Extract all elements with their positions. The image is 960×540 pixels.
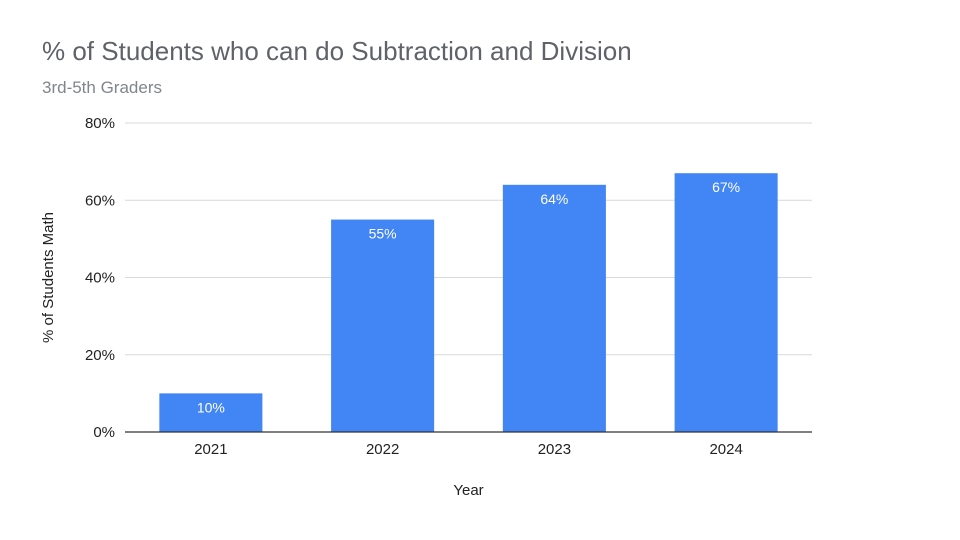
data-label: 55% xyxy=(369,226,397,242)
chart-subtitle: 3rd-5th Graders xyxy=(42,78,162,97)
data-label: 64% xyxy=(540,191,568,207)
data-label: 67% xyxy=(712,179,740,195)
y-tick-label: 80% xyxy=(85,115,115,132)
data-label: 10% xyxy=(197,399,225,415)
y-axis-title: % of Students Math xyxy=(40,212,57,343)
bar-2024 xyxy=(674,173,778,432)
y-tick-label: 60% xyxy=(85,192,115,209)
bar-2023 xyxy=(502,184,606,432)
bar-2021 xyxy=(159,393,263,432)
x-tick-label: 2022 xyxy=(366,441,399,458)
x-tick-label: 2023 xyxy=(538,441,571,458)
y-tick-label: 40% xyxy=(85,270,115,287)
y-tick-label: 20% xyxy=(85,347,115,364)
x-axis-title: Year xyxy=(453,482,483,499)
chart-title: % of Students who can do Subtraction and… xyxy=(42,36,632,66)
x-tick-label: 2024 xyxy=(709,441,742,458)
x-tick-label: 2021 xyxy=(194,441,227,458)
bars: 10% 55% 64% 67% xyxy=(159,173,778,432)
bar-2022 xyxy=(331,219,435,432)
x-axis-ticks: 2021 2022 2023 2024 xyxy=(194,441,743,458)
y-axis-ticks: 0% 20% 40% 60% 80% xyxy=(85,115,115,441)
y-tick-label: 0% xyxy=(93,424,115,441)
